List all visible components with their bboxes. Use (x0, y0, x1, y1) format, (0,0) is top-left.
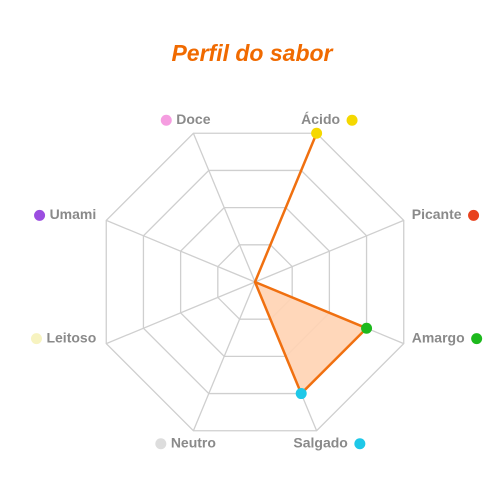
axis-label: Leitoso (46, 329, 96, 345)
legend-dot (346, 114, 358, 126)
data-point (311, 127, 323, 139)
legend-dot (471, 333, 483, 345)
axis-label: Picante (412, 206, 462, 222)
spoke (254, 219, 404, 283)
axis-label: Doce (176, 111, 210, 127)
axis-label: Umami (50, 206, 97, 222)
data-point (295, 388, 307, 400)
chart-title: Perfil do sabor (171, 40, 333, 66)
spoke (192, 281, 256, 431)
spoke (192, 133, 256, 283)
axis-label: Amargo (412, 329, 465, 345)
data-area (253, 132, 368, 395)
spoke (106, 281, 256, 345)
data-point (361, 322, 373, 334)
legend-dot (354, 438, 366, 450)
spoke (106, 219, 256, 283)
legend-dot (155, 438, 167, 450)
legend-dot (34, 209, 46, 221)
axis-label: Salgado (293, 434, 347, 450)
legend-dot (30, 333, 42, 345)
legend-dot (160, 114, 172, 126)
legend-dot (468, 209, 480, 221)
axis-label: Ácido (301, 111, 340, 127)
axis-label: Neutro (171, 434, 216, 450)
